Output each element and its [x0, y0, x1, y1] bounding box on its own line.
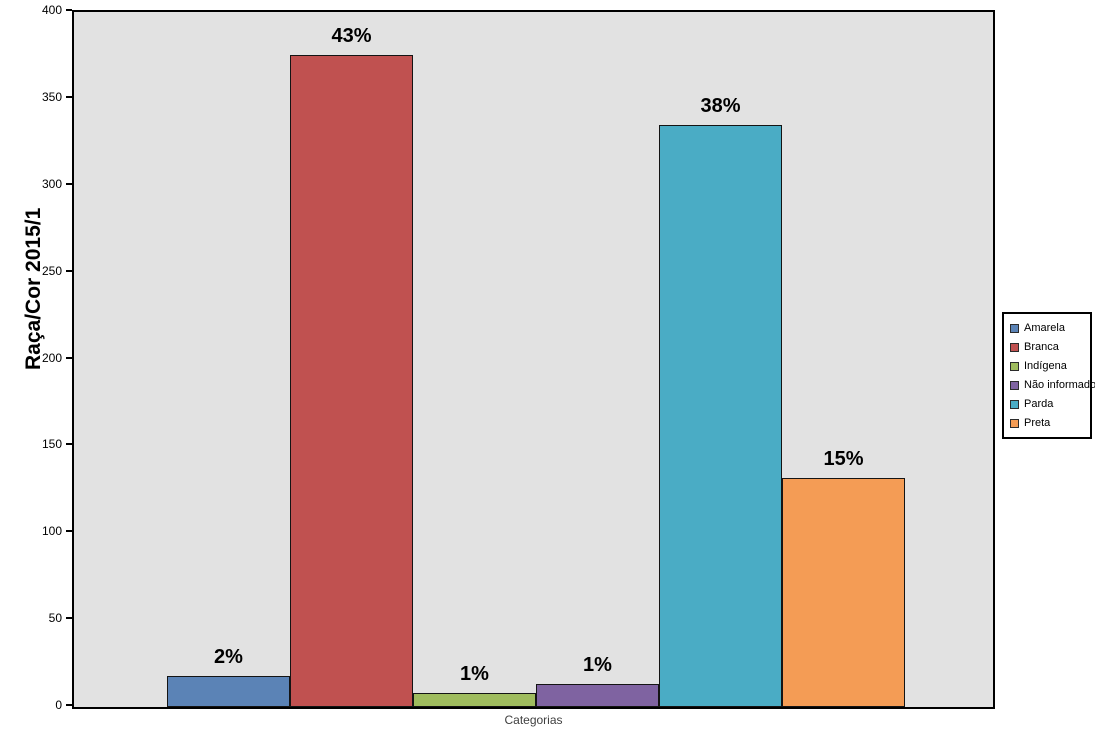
legend-swatch-icon	[1010, 419, 1019, 428]
y-tick-mark	[66, 617, 72, 620]
y-tick-label: 200	[41, 350, 62, 365]
legend-swatch-icon	[1010, 381, 1019, 390]
bar-parda	[659, 124, 782, 707]
y-tick-label: 350	[41, 89, 62, 104]
y-tick-mark	[66, 269, 72, 272]
y-tick-label: 100	[41, 524, 62, 539]
bar-não-informado	[536, 684, 659, 707]
bar-preta	[782, 477, 905, 707]
y-tick-label: 300	[41, 176, 62, 191]
bar-percent-label: 1%	[583, 654, 612, 677]
y-tick-mark	[66, 182, 72, 185]
bar-percent-label: 43%	[331, 25, 372, 48]
x-axis-title: Categorias	[504, 713, 563, 727]
bar-percent-label: 15%	[823, 447, 864, 470]
legend-item-parda: Parda	[1010, 399, 1085, 410]
legend-label: Branca	[1024, 341, 1059, 353]
legend-item-indígena: Indígena	[1010, 361, 1085, 372]
bar-branca	[290, 55, 413, 707]
legend: Amarela Branca Indígena Não informado Parda P…	[1002, 312, 1095, 439]
legend-label: Parda	[1024, 398, 1054, 410]
legend-label: Preta	[1024, 417, 1051, 429]
y-tick-label: 400	[41, 3, 62, 17]
y-tick-mark	[66, 530, 72, 533]
bar-percent-label: 2%	[214, 645, 243, 668]
legend-item-não-informado: Não informado	[1010, 380, 1095, 391]
y-tick-mark	[66, 95, 72, 98]
legend-item-branca: Branca	[1010, 342, 1085, 353]
legend-label: Amarela	[1024, 322, 1065, 334]
y-tick-mark	[66, 356, 72, 359]
y-tick-mark	[66, 704, 72, 706]
y-tick-label: 150	[41, 437, 62, 452]
legend-label: Indígena	[1024, 360, 1067, 372]
y-tick-label: 0	[55, 698, 62, 712]
bar-percent-label: 38%	[700, 94, 741, 117]
legend-swatch-icon	[1010, 400, 1019, 409]
legend-label: Não informado	[1024, 379, 1095, 391]
plot-area: 2% 43% 1% 1% 38% 15%	[72, 10, 995, 709]
y-tick-label: 250	[41, 263, 62, 278]
y-tick-mark	[66, 443, 72, 446]
bar-amarela	[167, 675, 290, 707]
y-tick-label: 50	[48, 611, 62, 626]
legend-swatch-icon	[1010, 324, 1019, 333]
y-tick-mark	[66, 9, 72, 11]
bar-percent-label: 1%	[460, 663, 489, 686]
y-axis-title: Raça/Cor 2015/1	[22, 207, 45, 370]
legend-swatch-icon	[1010, 343, 1019, 352]
bar-indígena	[413, 693, 536, 707]
legend-item-amarela: Amarela	[1010, 323, 1085, 334]
legend-swatch-icon	[1010, 362, 1019, 371]
legend-item-preta: Preta	[1010, 418, 1085, 429]
